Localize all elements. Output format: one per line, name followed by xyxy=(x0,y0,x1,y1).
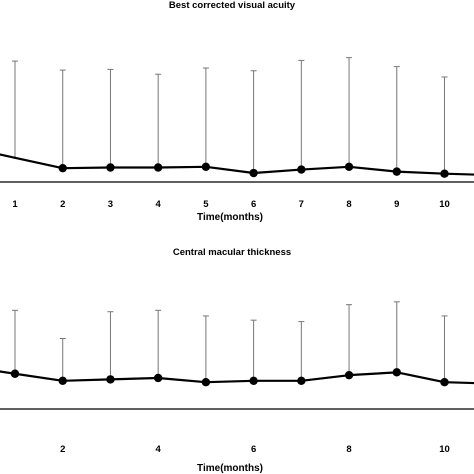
cmt-series-line xyxy=(0,370,474,385)
cmt-data-point xyxy=(392,368,401,377)
bcva-x-tick-label: 10 xyxy=(439,199,450,210)
cmt-data-point xyxy=(10,369,20,378)
bcva-data-point xyxy=(58,163,67,173)
bcva-x-tick-label: 5 xyxy=(203,199,209,210)
bcva-x-tick-label: 3 xyxy=(108,199,113,210)
bcva-chart-panel: Best corrected visual acuity Time(months… xyxy=(0,0,474,223)
cmt-data-point xyxy=(440,378,449,387)
bcva-x-tick-label: 8 xyxy=(346,199,351,210)
bcva-x-tick-label: 4 xyxy=(156,199,162,210)
cmt-data-point xyxy=(58,376,67,385)
cmt-x-tick-label: 2 xyxy=(60,444,65,455)
cmt-x-axis-label: Time(months) xyxy=(197,463,263,474)
cmt-data-point xyxy=(344,370,354,380)
cmt-chart-title: Central macular thickness xyxy=(173,247,291,258)
bcva-chart-title: Best corrected visual acuity xyxy=(169,0,296,11)
bcva-data-point xyxy=(106,163,115,172)
bcva-x-tick-label: 9 xyxy=(394,199,399,210)
bcva-data-point xyxy=(440,169,449,178)
bcva-data-point xyxy=(297,165,306,174)
cmt-data-point xyxy=(106,375,115,384)
cmt-x-tick-label: 6 xyxy=(251,444,256,455)
bcva-x-axis-label: Time(months) xyxy=(197,212,263,223)
bcva-x-tick-label: 1 xyxy=(12,199,18,210)
bcva-data-point xyxy=(153,163,163,172)
bcva-series-line xyxy=(0,153,474,176)
bcva-x-tick-label: 6 xyxy=(251,199,256,210)
cmt-data-point xyxy=(153,373,163,383)
bcva-x-tick-label: 7 xyxy=(299,199,304,210)
cmt-data-point xyxy=(297,376,306,385)
bcva-x-tick-label: 2 xyxy=(60,199,65,210)
cmt-chart-panel: Central macular thickness Time(months) 2… xyxy=(0,247,474,474)
cmt-data-point xyxy=(201,378,211,387)
cmt-x-tick-label: 10 xyxy=(439,444,450,455)
cmt-x-tick-label: 4 xyxy=(156,444,162,455)
cmt-data-point xyxy=(249,376,258,385)
bcva-data-point xyxy=(344,162,354,171)
bcva-data-point xyxy=(249,168,258,178)
cmt-x-tick-label: 8 xyxy=(346,444,351,455)
bcva-data-point xyxy=(392,167,401,176)
bcva-data-point xyxy=(201,162,211,171)
